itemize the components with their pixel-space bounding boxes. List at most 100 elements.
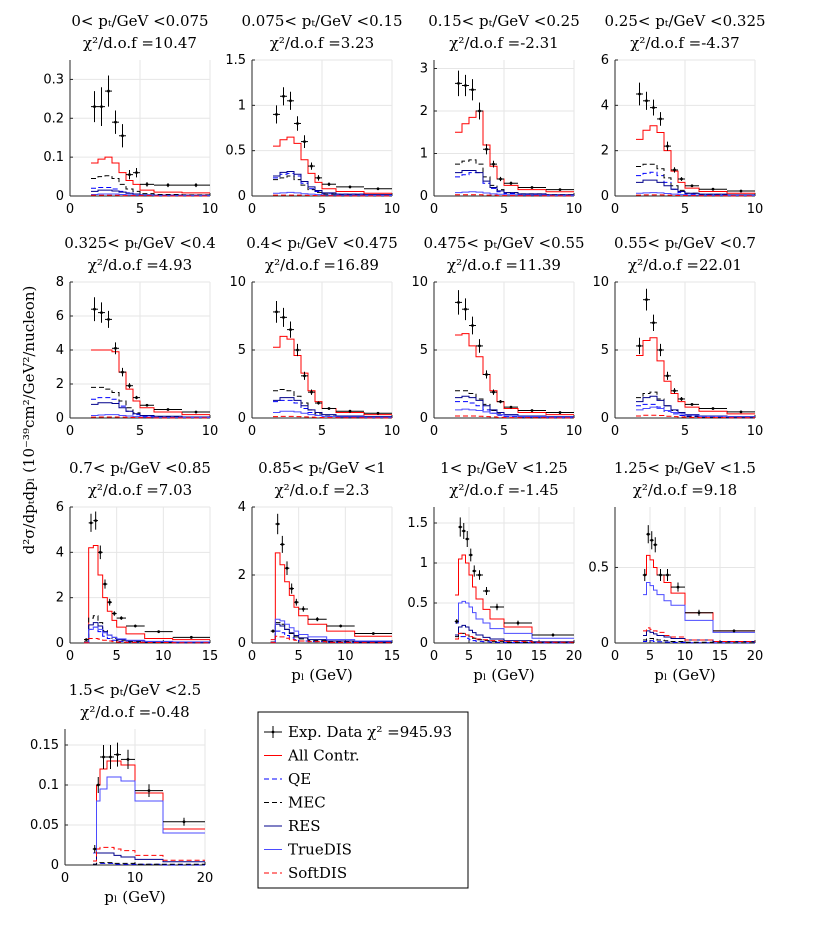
data-point xyxy=(140,182,154,187)
x-tick-label: 15 xyxy=(202,649,219,664)
data-point xyxy=(454,619,459,624)
data-point xyxy=(308,162,315,170)
data-point xyxy=(294,598,299,606)
data-point xyxy=(301,371,308,380)
legend-label: Exp. Data χ² =945.93 xyxy=(288,723,452,741)
panel-8: 0.55< pₜ/GeV <0.7 χ²/d.o.f =22.01 0 5 10 0 5 10 xyxy=(592,234,763,439)
y-tick-label: 0 xyxy=(238,636,246,651)
y-tick-label: 0.15 xyxy=(30,738,59,753)
data-point xyxy=(636,337,643,355)
data-point xyxy=(100,745,107,769)
data-point xyxy=(650,99,657,116)
series-truedis xyxy=(455,408,574,418)
series-softdis xyxy=(270,635,392,644)
data-point xyxy=(273,301,280,323)
x-axis-label: pₗ (GeV) xyxy=(473,666,534,684)
series-softdis xyxy=(273,194,392,197)
y-tick-label: 0.5 xyxy=(225,144,246,159)
y-tick-label: 5 xyxy=(420,343,428,358)
y-tick-label: 0.5 xyxy=(407,596,428,611)
series-qe xyxy=(270,630,392,644)
data-point xyxy=(126,169,133,180)
x-tick-label: 5 xyxy=(136,202,144,217)
series-res xyxy=(455,395,574,418)
x-tick-label: 0 xyxy=(61,871,69,886)
x-tick-label: 0 xyxy=(66,649,74,664)
panel-subtitle: χ²/d.o.f =-0.48 xyxy=(80,703,189,721)
panel-subtitle: χ²/d.o.f =-1.45 xyxy=(449,481,558,499)
data-point xyxy=(664,568,671,582)
panel-subtitle: χ²/d.o.f =2.3 xyxy=(275,481,370,499)
data-point xyxy=(308,617,327,622)
series-truedis xyxy=(270,618,392,643)
data-point xyxy=(294,116,301,131)
panel-6: 0.4< pₜ/GeV <0.475 χ²/d.o.f =16.89 0 5 10 0 5 1… xyxy=(229,234,400,439)
data-point xyxy=(364,411,392,415)
x-tick-label: 5 xyxy=(681,424,689,439)
series-mec xyxy=(455,390,574,418)
series-truedis xyxy=(91,193,210,197)
series-mec xyxy=(643,637,755,644)
data-point xyxy=(546,411,574,414)
series-all xyxy=(84,545,210,641)
series-all xyxy=(455,110,574,193)
x-tick-label: 0 xyxy=(430,649,438,664)
data-point xyxy=(476,339,483,353)
legend-item-mec: MEC xyxy=(264,794,326,812)
series-truedis xyxy=(643,582,755,633)
panel-subtitle: χ²/d.o.f =11.39 xyxy=(447,256,561,274)
y-tick-label: 0 xyxy=(56,189,64,204)
panel-title: 0.25< pₜ/GeV <0.325 xyxy=(604,12,765,30)
data-point xyxy=(469,316,476,335)
y-tick-label: 1.5 xyxy=(407,516,428,531)
x-tick-label: 20 xyxy=(747,649,764,664)
legend-item-res: RES xyxy=(264,817,321,835)
y-tick-label: 0 xyxy=(238,189,246,204)
y-tick-label: 0 xyxy=(56,411,64,426)
series-truedis xyxy=(91,414,210,418)
y-tick-label: 1.5 xyxy=(225,53,246,68)
data-point xyxy=(336,409,364,413)
data-point xyxy=(289,583,294,594)
data-point xyxy=(172,635,210,639)
panel-title: 1.5< pₜ/GeV <2.5 xyxy=(69,681,201,699)
y-tick-label: 1 xyxy=(420,556,428,571)
series-softdis xyxy=(636,414,755,419)
data-point xyxy=(98,302,105,323)
data-point xyxy=(88,513,94,532)
panel-title: 0< pₜ/GeV <0.075 xyxy=(71,12,208,30)
x-tick-label: 20 xyxy=(197,871,214,886)
y-tick-label: 3 xyxy=(420,62,428,77)
legend-label: QE xyxy=(288,770,311,788)
y-tick-label: 4 xyxy=(601,98,609,113)
panel-subtitle: χ²/d.o.f =9.18 xyxy=(633,481,737,499)
y-tick-label: 2 xyxy=(601,144,609,159)
y-tick-label: 0.05 xyxy=(30,818,59,833)
y-tick-label: 6 xyxy=(56,500,64,515)
data-point xyxy=(476,570,483,580)
y-tick-label: 2 xyxy=(56,591,64,606)
y-tick-label: 0 xyxy=(601,189,609,204)
data-point xyxy=(504,405,518,409)
data-point xyxy=(280,307,287,327)
legend-label: MEC xyxy=(288,794,326,812)
series-all xyxy=(273,136,392,194)
data-point xyxy=(636,82,643,106)
series-softdis xyxy=(91,194,210,197)
y-tick-label: 0 xyxy=(420,189,428,204)
data-point xyxy=(483,370,490,379)
data-point xyxy=(112,342,119,355)
series-softdis xyxy=(273,415,392,419)
y-tick-label: 0 xyxy=(56,636,64,651)
data-point xyxy=(102,579,108,589)
panel-subtitle: χ²/d.o.f =-2.31 xyxy=(449,34,558,52)
y-tick-label: 4 xyxy=(56,545,64,560)
series-softdis xyxy=(636,194,755,197)
y-tick-label: 0 xyxy=(601,636,609,651)
y-tick-label: 1 xyxy=(420,147,428,162)
x-axis-label: pₗ (GeV) xyxy=(104,888,165,906)
panel-subtitle: χ²/d.o.f =3.23 xyxy=(270,34,374,52)
data-point xyxy=(133,395,140,400)
data-point xyxy=(650,314,657,331)
data-point xyxy=(119,124,126,148)
